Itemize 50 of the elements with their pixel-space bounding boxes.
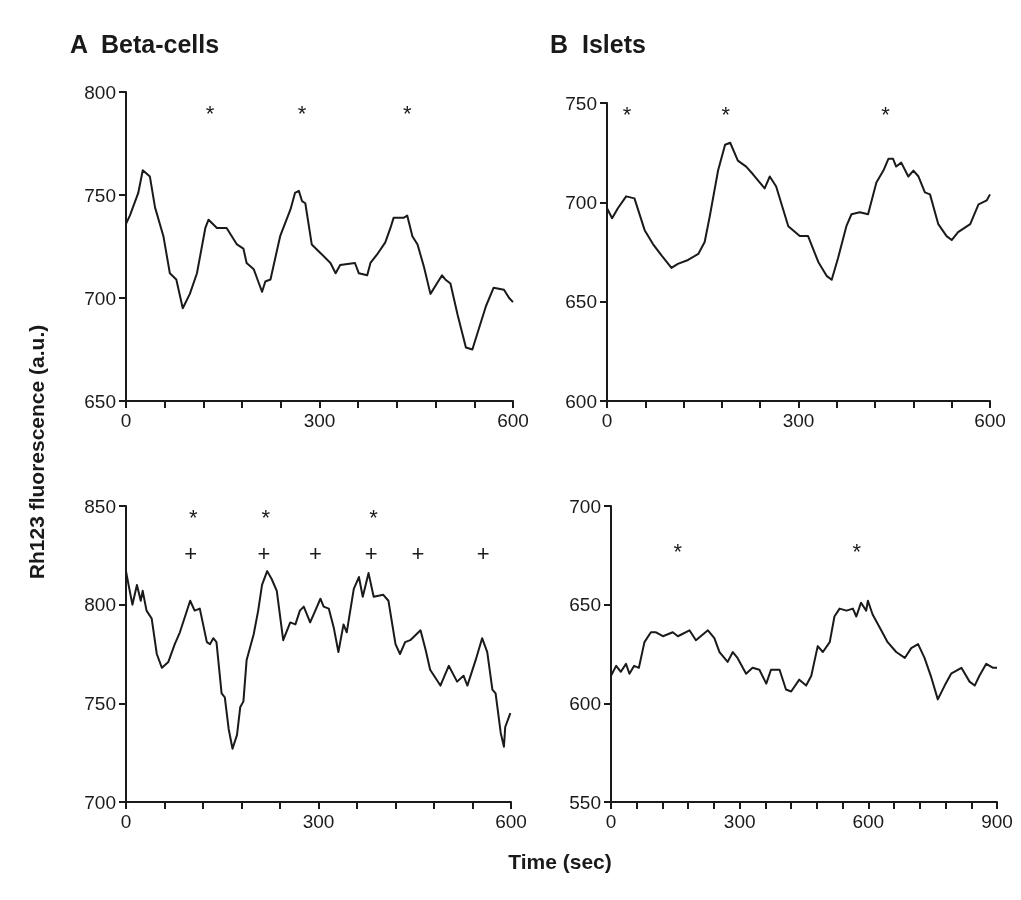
y-tick-label: 700 <box>84 791 116 813</box>
x-tick-label: 0 <box>120 410 132 431</box>
annotation: * <box>369 505 379 531</box>
y-tick-label: 800 <box>84 594 116 616</box>
y-tick-label: 750 <box>84 184 116 206</box>
x-tick-label: 300 <box>302 811 335 832</box>
y-axis-title: Rh123 fluorescence (a.u.) <box>25 324 49 580</box>
annotation: * <box>261 505 271 531</box>
chart-title: A Beta-cells <box>70 29 220 58</box>
y-tick-label: 800 <box>84 81 116 103</box>
x-tick-label: 600 <box>974 410 1006 431</box>
x-tick-label: 300 <box>303 410 336 431</box>
annotation: * <box>189 505 199 531</box>
y-tick-label: 700 <box>565 191 597 213</box>
y-tick-label: 650 <box>84 390 116 412</box>
x-tick-label: 0 <box>605 811 617 832</box>
annotation: + <box>308 540 322 566</box>
annotation: + <box>184 540 198 566</box>
y-tick-label: 550 <box>569 791 601 813</box>
annotation: + <box>257 540 271 566</box>
y-tick-label: 600 <box>569 692 601 714</box>
annotation: * <box>673 539 683 565</box>
annotation: + <box>411 540 425 566</box>
y-tick-label: 750 <box>565 92 597 114</box>
x-tick-label: 300 <box>723 811 756 832</box>
x-tick-label: 600 <box>852 811 885 832</box>
y-tick-label: 700 <box>569 495 601 517</box>
y-tick-label: 750 <box>84 692 116 714</box>
annotation: * <box>297 101 307 127</box>
annotation: * <box>852 539 862 565</box>
y-tick-label: 650 <box>565 291 597 313</box>
annotation: * <box>403 101 413 127</box>
annotation: * <box>721 102 731 128</box>
y-tick-label: 650 <box>569 594 601 616</box>
chart-title: B Islets <box>550 29 646 58</box>
y-tick-label: 700 <box>84 287 116 309</box>
y-tick-label: 850 <box>84 495 116 517</box>
x-tick-label: 0 <box>601 410 613 431</box>
x-axis-title: Time (sec) <box>508 850 612 874</box>
x-tick-label: 300 <box>782 410 815 431</box>
y-tick-label: 600 <box>565 390 597 412</box>
annotation: + <box>364 540 378 566</box>
x-tick-label: 600 <box>495 811 527 832</box>
x-tick-label: 600 <box>497 410 529 431</box>
annotation: * <box>881 102 891 128</box>
x-tick-label: 900 <box>981 811 1013 832</box>
annotation: * <box>622 102 632 128</box>
annotation: + <box>476 540 490 566</box>
annotation: * <box>205 101 215 127</box>
x-tick-label: 0 <box>120 811 132 832</box>
